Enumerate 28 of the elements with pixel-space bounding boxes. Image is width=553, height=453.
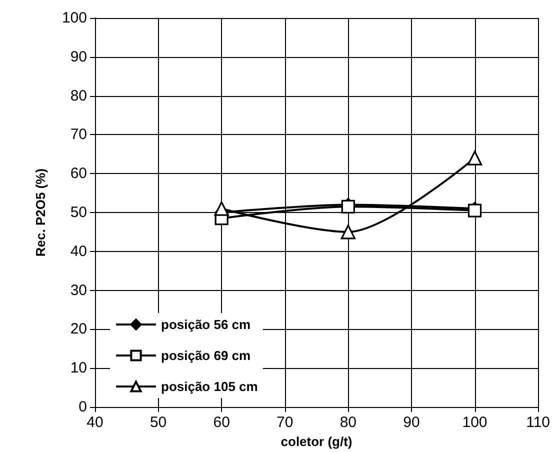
y-tick-label: 90	[70, 48, 87, 66]
y-tick-label: 30	[70, 282, 87, 299]
x-tick-label: 50	[150, 414, 167, 431]
point	[214, 201, 229, 216]
y-tick-label: 60	[70, 165, 87, 182]
x-tick-label: 60	[213, 414, 230, 431]
x-axis-title: coletor (g/t)	[280, 434, 352, 449]
x-tick-label: 90	[403, 414, 420, 431]
x-tick-label: 40	[86, 414, 104, 431]
point	[468, 204, 482, 218]
legend-label: posição 69 cm	[161, 348, 251, 363]
y-axis-title: Rec. P2O5 (%)	[33, 168, 48, 257]
y-tick-label: 80	[70, 87, 87, 104]
legend-label: posição 56 cm	[161, 317, 251, 332]
y-tick-label: 40	[70, 242, 87, 260]
y-tick-label: 70	[70, 126, 87, 144]
x-tick-label: 100	[462, 414, 488, 431]
x-tick-label: 110	[526, 414, 550, 431]
y-tick-label: 0	[78, 398, 87, 416]
y-tick-label: 20	[70, 320, 87, 338]
y-tick-label: 50	[70, 204, 87, 221]
point	[467, 150, 482, 166]
point	[340, 224, 356, 240]
y-tick-label: 10	[70, 360, 87, 377]
y-tick-label: 100	[62, 10, 87, 26]
legend-label: posição 105 cm	[161, 379, 258, 394]
x-tick-label: 70	[276, 414, 294, 431]
x-tick-label: 80	[340, 414, 357, 431]
